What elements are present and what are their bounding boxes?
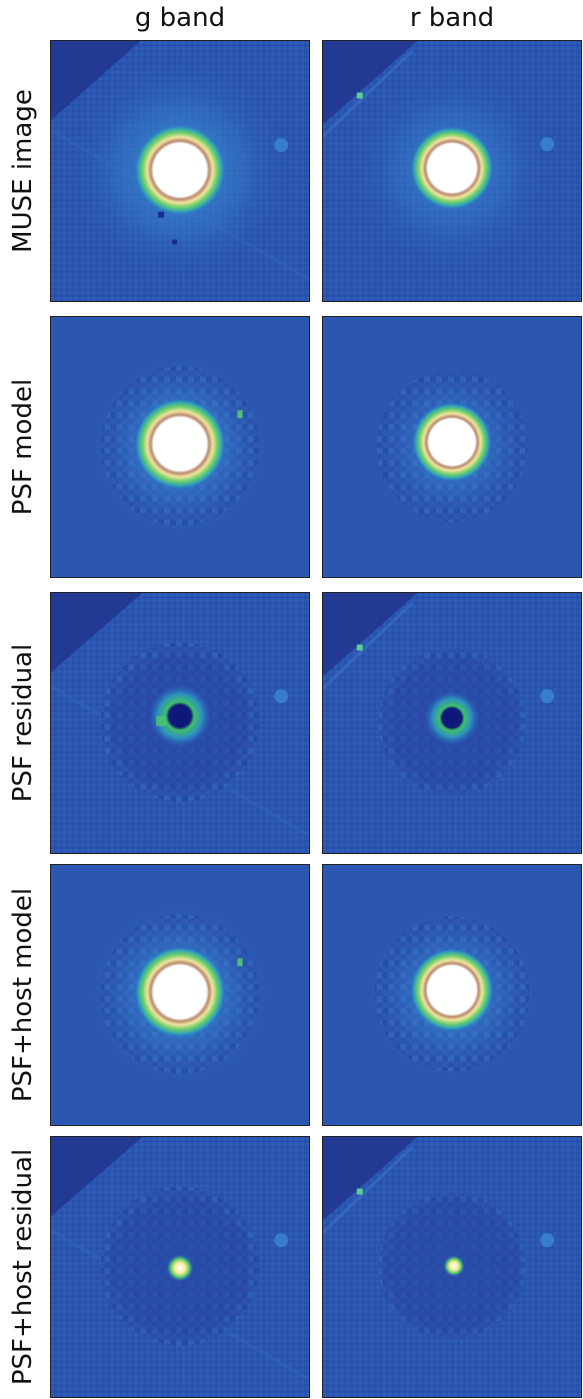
panel-muse-image-g-band (50, 40, 310, 302)
panel-psf-host-model-g-band (50, 864, 310, 1126)
row-label-psf-model: PSF model (8, 378, 38, 516)
panel-psf-host-model-r-band (322, 864, 582, 1126)
column-title-r-band: r band (409, 3, 495, 33)
panel-psf-model-r-band (322, 316, 582, 578)
panel-psf-host-residual-r-band (322, 1136, 582, 1398)
row-label-psf-host-model: PSF+host model (8, 887, 38, 1103)
panel-psf-residual-r-band (322, 592, 582, 854)
row-label-psf-residual: PSF residual (8, 643, 38, 803)
panel-muse-image-r-band (322, 40, 582, 302)
row-label-muse-image: MUSE image (8, 89, 38, 253)
row-label-psf-host-residual: PSF+host residual (8, 1148, 38, 1386)
column-title-g-band: g band (134, 3, 226, 33)
panel-psf-host-residual-g-band (50, 1136, 310, 1398)
panel-psf-residual-g-band (50, 592, 310, 854)
panel-psf-model-g-band (50, 316, 310, 578)
